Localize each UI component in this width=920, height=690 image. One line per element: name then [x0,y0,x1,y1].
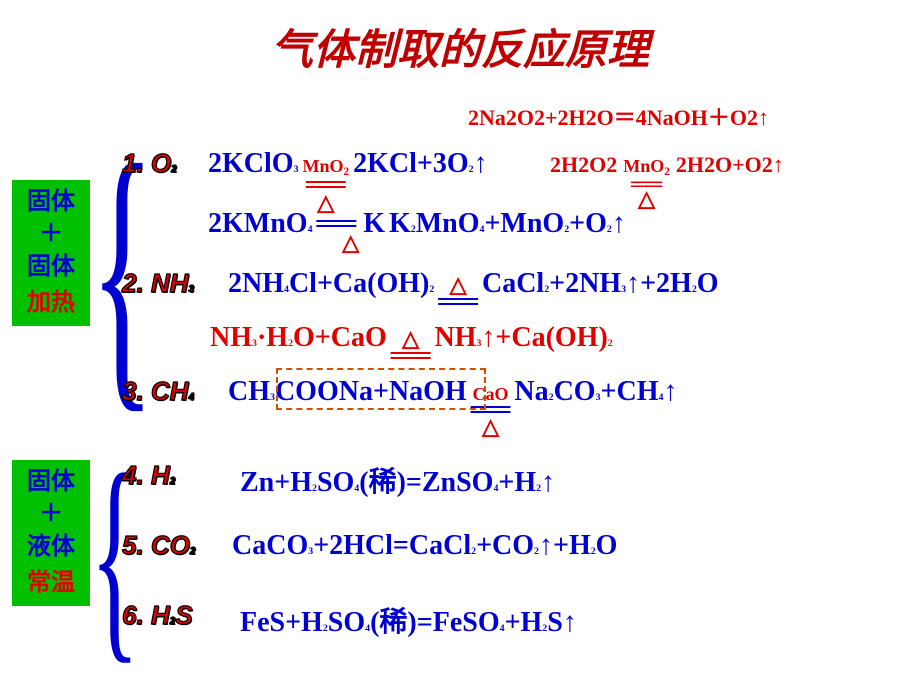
heat-icon: △ [482,418,499,436]
cat2-line4: 常温 [14,567,88,599]
item-ch4: 3. CH4 [122,376,194,407]
item-o2: 1. O2 [122,148,177,179]
cat1-line3: 固体 [14,251,88,283]
eq-caco3: CaCO3 +2HCl=CaCl2 +CO2 ↑ +H2 O [232,530,617,562]
cat1-line4: 加热 [14,287,88,319]
eq-fes: FeS+H2 SO4 (稀) =FeSO4 +H2 S ↑ [240,600,577,640]
eq-na2o2: 2Na2 O2 +2H2 O＝4NaOH＋O2 ↑ [468,100,769,132]
item-nh3: 2. NH3 [122,268,194,299]
dashed-highlight [276,368,486,410]
cat1-line1: 固体 [14,186,88,218]
cat2-line2: ＋ [14,498,88,530]
item-co2: 5. CO2 [122,530,195,561]
heat-icon: △ [342,234,359,252]
cat2-line3: 液体 [14,531,88,563]
eq-nh4cl: 2NH4 Cl+Ca(OH)2 △ ══ CaCl2 +2NH3 ↑ +2H2 … [228,268,719,310]
eq-zn: Zn+H2 SO4 (稀) =ZnSO4 +H2 ↑ [240,460,555,500]
eq-kmno4: 2KMnO4 ══ K △ K2 MnO4 +MnO2 +O2 ↑ [208,208,626,251]
item-h2s: 6. H2S [122,600,193,631]
eq-nh3h2o: NH3 ·H2 O+CaO △ ══ NH3 ↑ +Ca(OH)2 [210,322,613,364]
category-box-solid-solid: 固体 ＋ 固体 加热 [12,180,90,326]
eq-kclo3: 2KClO3 MnO2 ══ △ 2KCl+3O2↑ [208,148,488,212]
eq-h2o2: 2H2 O2 MnO2 ══ △ 2H2 O+O2 ↑ [550,152,784,208]
item-h2: 4. H2 [122,460,175,491]
cat1-line2: ＋ [14,218,88,250]
page-title: 气体制取的反应原理 [0,0,920,77]
cat2-line1: 固体 [14,466,88,498]
heat-icon: △ [638,190,655,208]
category-box-solid-liquid: 固体 ＋ 液体 常温 [12,460,90,606]
